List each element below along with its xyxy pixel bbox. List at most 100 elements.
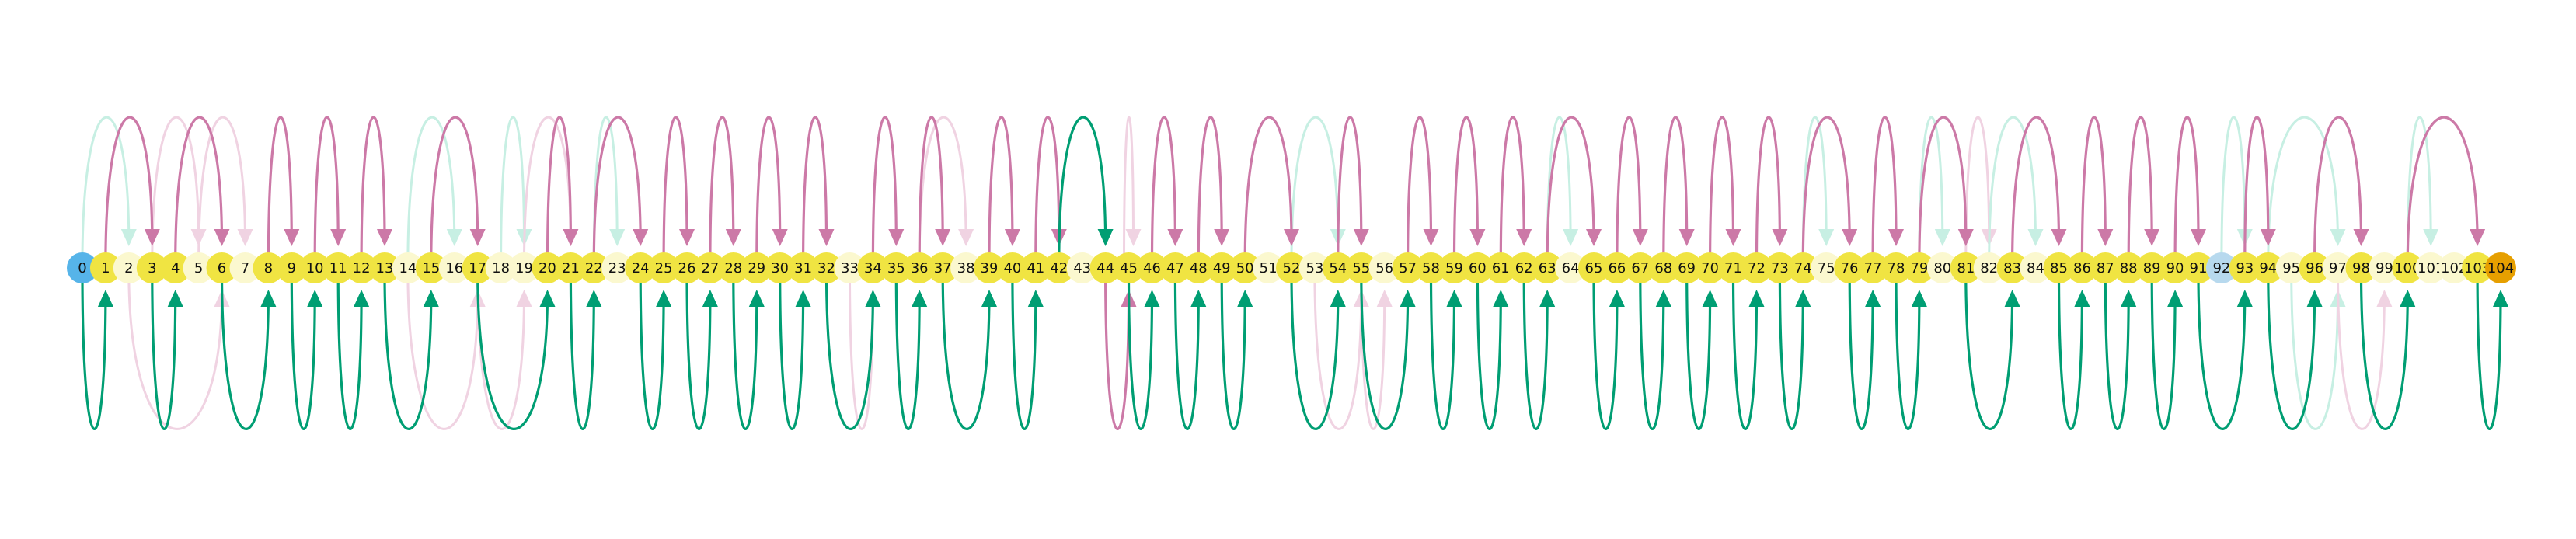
node-72 [1741,252,1773,283]
upper-arrowhead-36-37 [935,229,951,246]
upper-arc-88-89 [2127,116,2153,260]
upper-arrowhead-12-13 [377,229,392,246]
node-97 [2322,252,2354,283]
lower-arc-40-41 [1011,276,1037,430]
upper-arrowhead-96-98 [2353,229,2369,246]
node-70 [1694,252,1726,283]
node-label-63: 63 [1539,260,1556,276]
node-68 [1647,252,1679,283]
upper-arrowhead-82-84 [2027,229,2044,246]
upper-arc-79-80 [1918,116,1944,260]
lower-arc-45-46 [1127,276,1154,430]
upper-arrowhead-46-47 [1167,229,1183,246]
upper-arc-82-84 [1988,116,2037,260]
node-42 [1043,252,1075,283]
lower-arc-21-22 [569,276,595,430]
upper-arc-100-103 [2406,116,2479,260]
node-label-17: 17 [469,260,486,276]
upper-arc-10-11 [313,116,340,260]
node-31 [787,252,819,283]
upper-arc-61-62 [1499,116,1525,260]
upper-arrowhead-93-94 [2260,229,2276,246]
lower-arc-17-19 [476,276,525,430]
node-87 [2090,252,2121,283]
upper-arc-39-40 [988,116,1014,260]
node-label-3: 3 [148,260,156,276]
lower-arrowhead-87-88 [2121,290,2137,307]
upper-arrowhead-74-76 [1842,229,1858,246]
node-label-22: 22 [585,260,603,276]
node-label-54: 54 [1329,260,1347,276]
upper-arrowhead-63-64 [1563,229,1579,246]
node-label-79: 79 [1910,260,1928,276]
node-label-51: 51 [1260,260,1278,276]
upper-arrowhead-5-7 [237,229,253,246]
node-label-102: 102 [2441,260,2467,276]
lower-arrowhead-81-83 [2004,290,2020,307]
node-label-81: 81 [1957,260,1975,276]
node-label-70: 70 [1701,260,1719,276]
upper-arc-45-45 [1123,116,1135,260]
upper-arrowhead-72-73 [1772,229,1788,246]
node-1 [89,252,121,283]
upper-arc-70-71 [1709,116,1735,260]
node-label-34: 34 [864,260,882,276]
upper-arc-63-65 [1546,116,1595,260]
lower-arrowhead-67-68 [1655,290,1671,307]
lower-arrowhead-97-99 [2376,290,2393,307]
upper-arc-54-55 [1337,116,1363,260]
lower-arrowhead-35-36 [912,290,928,307]
node-53 [1298,252,1330,283]
node-101 [2415,252,2447,283]
upper-arrowhead-90-91 [2191,229,2206,246]
lower-arc-17-20 [476,276,549,430]
node-label-69: 69 [1678,260,1696,276]
upper-arc-66-67 [1616,116,1642,260]
upper-arc-83-85 [2011,116,2061,260]
node-label-93: 93 [2236,260,2254,276]
node-label-50: 50 [1236,260,1254,276]
upper-arrowhead-42-44 [1097,229,1114,246]
upper-arrowhead-86-87 [2097,229,2114,246]
upper-arrowhead-45-45 [1125,229,1142,246]
node-82 [1973,252,2005,283]
node-3 [136,252,168,283]
lower-arc-60-61 [1476,276,1502,430]
node-label-38: 38 [957,260,975,276]
node-label-11: 11 [329,260,347,276]
lower-arc-55-57 [1360,276,1410,430]
node-33 [834,252,866,283]
node-label-32: 32 [817,260,835,276]
node-49 [1206,252,1238,283]
node-label-46: 46 [1143,260,1161,276]
node-label-68: 68 [1654,260,1672,276]
upper-arrowhead-54-55 [1353,229,1369,246]
node-13 [369,252,400,283]
node-label-1: 1 [101,260,110,276]
node-37 [927,252,959,283]
node-94 [2252,252,2284,283]
node-label-76: 76 [1841,260,1859,276]
node-38 [950,252,982,283]
node-48 [1183,252,1215,283]
lower-arrowhead-13-15 [423,290,439,307]
lower-arrowhead-69-70 [1702,290,1718,307]
node-label-15: 15 [422,260,440,276]
upper-arc-20-21 [546,116,572,260]
node-78 [1881,252,1912,283]
node-label-57: 57 [1399,260,1417,276]
node-43 [1066,252,1098,283]
upper-arc-4-6 [174,116,224,260]
lower-arc-52-54 [1290,276,1340,430]
node-62 [1508,252,1540,283]
upper-arrowhead-48-49 [1214,229,1230,246]
lower-arc-62-63 [1522,276,1549,430]
node-100 [2392,252,2424,283]
node-label-104: 104 [2487,260,2514,276]
lower-arrowhead-24-25 [656,290,672,307]
upper-arrowhead-27-28 [725,229,741,246]
node-label-90: 90 [2166,260,2184,276]
lower-arc-49-50 [1220,276,1246,430]
upper-arrowhead-34-35 [888,229,905,246]
node-label-0: 0 [78,260,86,276]
